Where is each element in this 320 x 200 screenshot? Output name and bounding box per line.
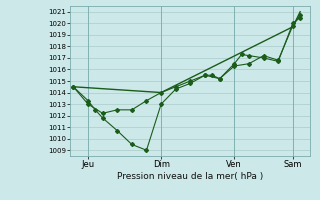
- X-axis label: Pression niveau de la mer( hPa ): Pression niveau de la mer( hPa ): [117, 172, 264, 181]
